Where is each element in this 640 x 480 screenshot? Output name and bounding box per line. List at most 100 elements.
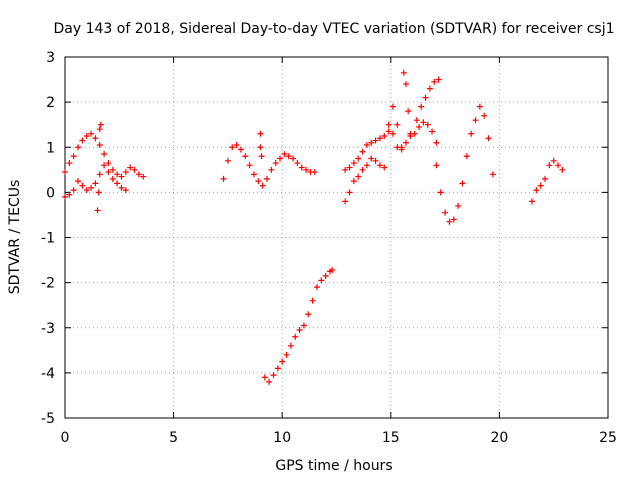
data-point <box>83 132 90 139</box>
data-point <box>555 162 562 169</box>
data-point <box>350 160 357 167</box>
x-tick-label: 10 <box>273 430 291 446</box>
series-arc-4e <box>413 76 442 124</box>
series-arc-1a <box>62 130 147 180</box>
grid <box>65 57 608 418</box>
data-point <box>79 137 86 144</box>
data-point <box>413 117 420 124</box>
data-point <box>224 157 231 164</box>
data-point <box>246 162 253 169</box>
data-point <box>303 166 310 173</box>
data-point <box>429 128 436 135</box>
data-point <box>300 322 307 329</box>
y-tick-label: -2 <box>41 276 55 292</box>
data-point <box>70 187 77 194</box>
data-point <box>476 103 483 110</box>
data-point <box>405 108 412 115</box>
data-point <box>66 160 73 167</box>
data-point <box>122 187 129 194</box>
series-arc-4c <box>385 69 414 151</box>
data-point <box>220 175 227 182</box>
plot-frame <box>64 56 609 419</box>
data-point <box>114 171 121 178</box>
data-point <box>66 191 73 198</box>
y-tick-label: 0 <box>46 185 55 201</box>
data-point <box>368 139 375 146</box>
data-point <box>403 139 410 146</box>
data-point <box>127 164 134 171</box>
data-point <box>135 171 142 178</box>
data-point <box>435 76 442 83</box>
data-point <box>96 141 103 148</box>
y-tick-label: 1 <box>46 140 55 156</box>
data-point <box>233 141 240 148</box>
data-point <box>363 162 370 169</box>
data-point <box>450 216 457 223</box>
data-point <box>311 169 318 176</box>
data-point <box>281 151 288 158</box>
data-point <box>381 164 388 171</box>
data-point <box>101 151 108 158</box>
series-arc-4a <box>342 128 401 173</box>
y-tick-label: 3 <box>46 50 55 66</box>
data-point <box>237 146 244 153</box>
data-point <box>79 182 86 189</box>
x-tick-label: 15 <box>382 430 400 446</box>
x-tick-label: 20 <box>490 430 508 446</box>
data-point <box>257 144 264 151</box>
y-tick-labels: 3 2 1 0 -1 -2 -3 -4 -5 <box>41 50 55 427</box>
data-point <box>433 139 440 146</box>
series-arc-3 <box>261 266 336 385</box>
series-arc-4d <box>398 119 440 153</box>
data-point <box>255 178 262 185</box>
data-point <box>229 144 236 151</box>
data-point <box>433 162 440 169</box>
data-point <box>363 141 370 148</box>
data-point <box>263 175 270 182</box>
data-point <box>122 169 129 176</box>
series-arc-5 <box>433 103 496 225</box>
data-point <box>298 164 305 171</box>
data-point <box>105 160 112 167</box>
data-point <box>318 277 325 284</box>
data-point <box>294 160 301 167</box>
data-point <box>95 189 102 196</box>
data-point <box>292 333 299 340</box>
data-point <box>385 121 392 128</box>
y-tick-label: 2 <box>46 95 55 111</box>
data-point <box>389 103 396 110</box>
data-point <box>446 218 453 225</box>
data-point <box>329 266 336 273</box>
data-point <box>268 166 275 173</box>
data-point <box>313 284 320 291</box>
data-point <box>88 130 95 137</box>
data-point <box>442 209 449 216</box>
data-point <box>75 144 82 151</box>
x-tick-labels: 0 5 10 15 20 25 <box>61 430 617 446</box>
series-arc-1c <box>94 121 104 214</box>
data-point <box>385 128 392 135</box>
data-point <box>418 103 425 110</box>
data-point <box>287 342 294 349</box>
data-point <box>88 184 95 191</box>
data-point <box>261 374 268 381</box>
data-point <box>416 123 423 130</box>
data-point <box>542 175 549 182</box>
data-point <box>309 297 316 304</box>
data-point <box>62 193 68 200</box>
x-axis-label: GPS time / hours <box>275 458 392 474</box>
data-point <box>528 198 535 205</box>
series-arc-2b <box>257 130 265 160</box>
data-point <box>359 166 366 173</box>
data-point <box>277 155 284 162</box>
data-point <box>283 351 290 358</box>
data-point <box>372 157 379 164</box>
data-point <box>266 378 273 385</box>
axis-ticks <box>64 56 609 419</box>
data-point <box>376 135 383 142</box>
data-point <box>398 146 405 153</box>
data-point <box>346 189 353 196</box>
data-point <box>109 166 116 173</box>
data-point <box>290 155 297 162</box>
data-point <box>96 126 103 133</box>
